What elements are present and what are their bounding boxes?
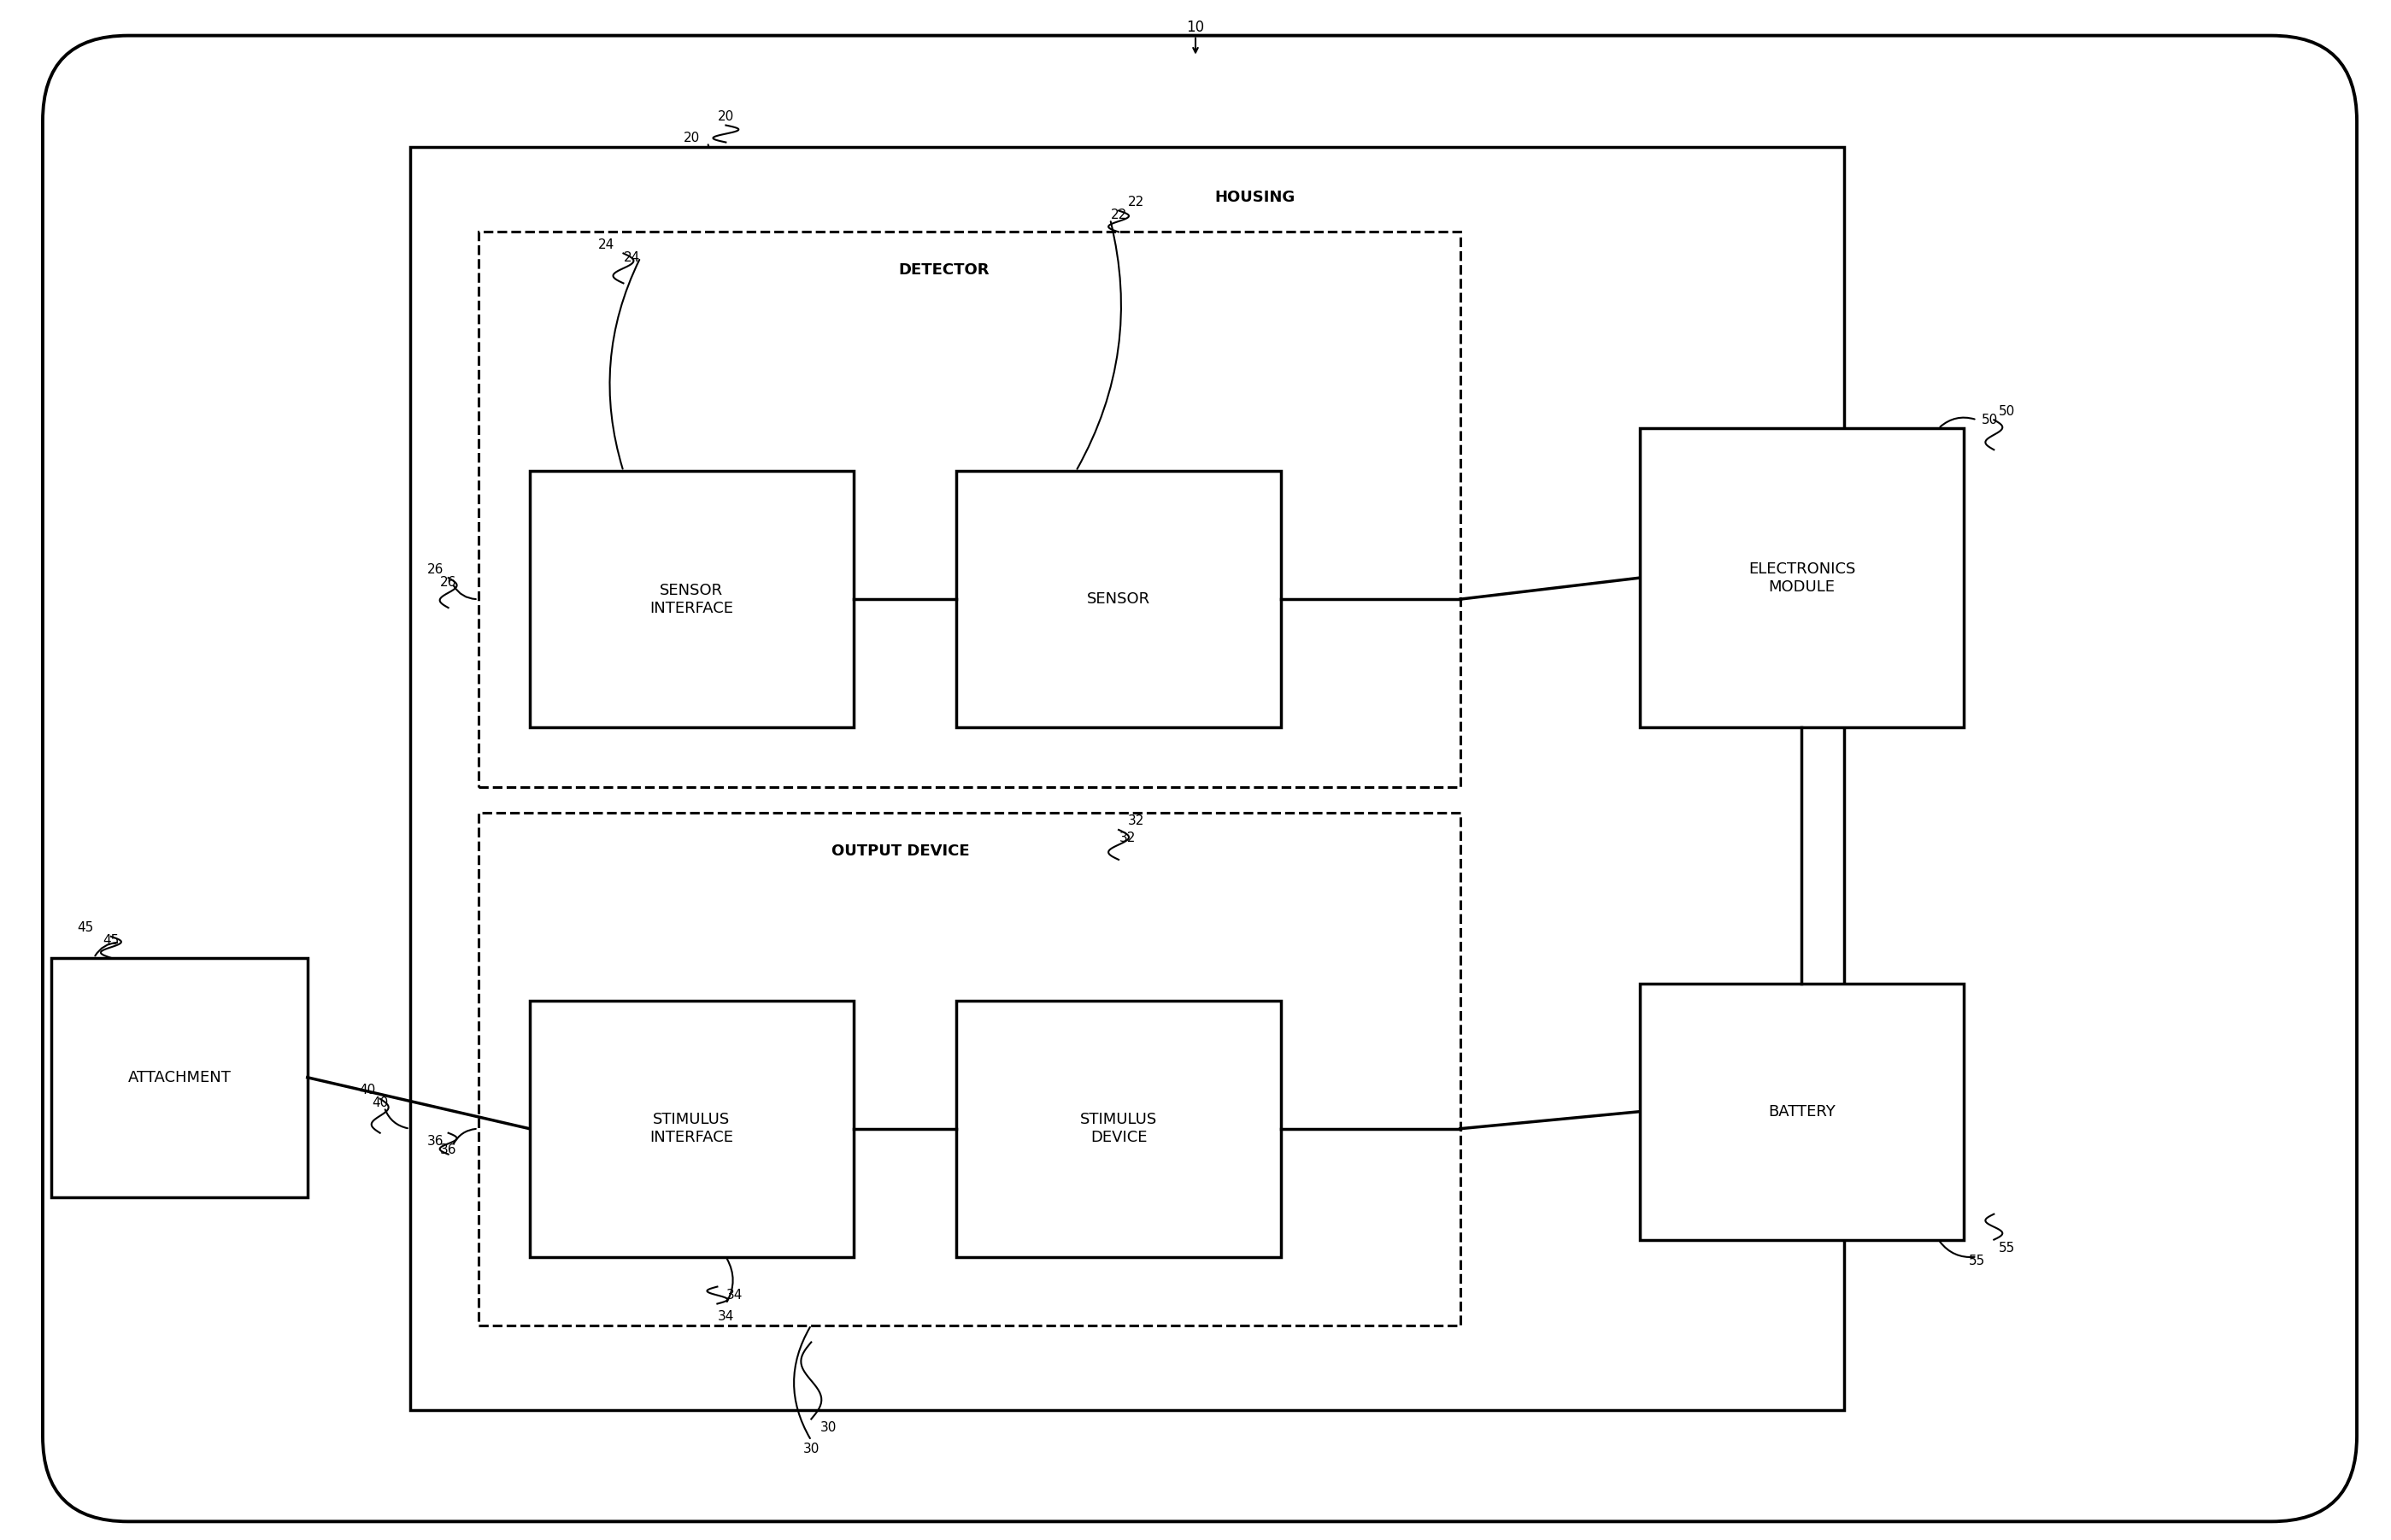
Text: 45: 45 [77,921,93,935]
Text: STIMULUS
DEVICE: STIMULUS DEVICE [1081,1112,1157,1146]
FancyBboxPatch shape [956,1001,1282,1257]
Text: SENSOR: SENSOR [1088,591,1150,607]
FancyBboxPatch shape [409,146,1843,1411]
Text: STIMULUS
INTERFACE: STIMULUS INTERFACE [650,1112,734,1146]
Text: 55: 55 [1968,1255,1985,1267]
Text: 22: 22 [1129,196,1143,208]
Text: 50: 50 [1999,405,2016,417]
FancyBboxPatch shape [528,1001,854,1257]
FancyBboxPatch shape [478,233,1461,787]
Text: 55: 55 [1999,1241,2016,1255]
FancyBboxPatch shape [1640,428,1963,727]
Text: 30: 30 [803,1443,820,1455]
Text: 20: 20 [684,131,701,145]
Text: 34: 34 [717,1311,734,1323]
FancyBboxPatch shape [1640,984,1963,1240]
Text: 20: 20 [717,111,734,123]
Text: 30: 30 [820,1421,837,1434]
FancyBboxPatch shape [528,471,854,727]
Text: 50: 50 [1982,413,1999,427]
Text: 24: 24 [624,251,641,263]
Text: BATTERY: BATTERY [1767,1104,1836,1120]
Text: 22: 22 [1109,208,1126,222]
FancyBboxPatch shape [50,958,308,1197]
Text: 34: 34 [727,1289,744,1301]
Text: 10: 10 [1186,20,1205,35]
Text: 36: 36 [440,1144,457,1157]
FancyBboxPatch shape [478,813,1461,1324]
Text: ELECTRONICS
MODULE: ELECTRONICS MODULE [1748,561,1855,594]
Text: 36: 36 [428,1135,445,1147]
FancyBboxPatch shape [956,471,1282,727]
Text: 26: 26 [428,564,445,576]
Text: 32: 32 [1119,832,1136,845]
Text: OUTPUT DEVICE: OUTPUT DEVICE [832,844,971,859]
Text: DETECTOR: DETECTOR [899,263,990,279]
Text: 40: 40 [371,1096,387,1109]
Text: 45: 45 [103,935,120,947]
Text: SENSOR
INTERFACE: SENSOR INTERFACE [650,582,734,616]
Text: 26: 26 [440,576,457,588]
Text: 40: 40 [359,1084,375,1096]
Text: 24: 24 [598,239,614,251]
FancyBboxPatch shape [43,35,2358,1522]
Text: 32: 32 [1129,815,1143,827]
Text: ATTACHMENT: ATTACHMENT [127,1070,232,1086]
Text: HOUSING: HOUSING [1215,189,1296,205]
